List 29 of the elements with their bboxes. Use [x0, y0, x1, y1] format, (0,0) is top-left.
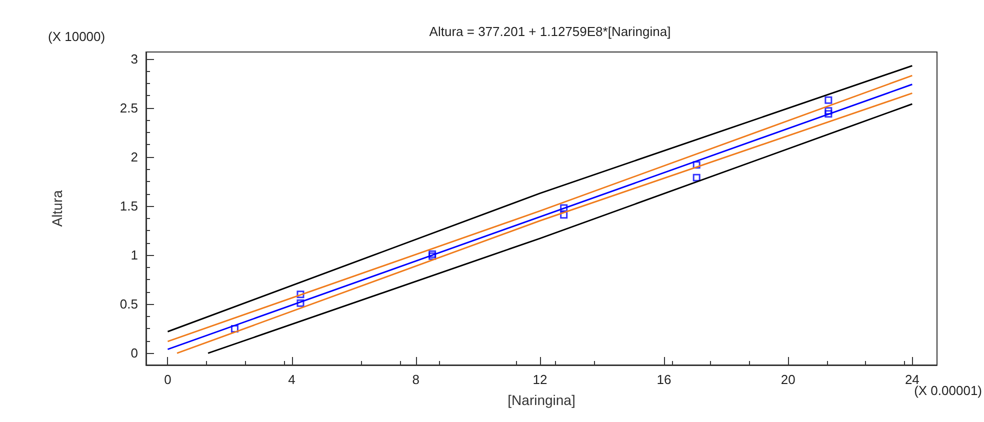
point — [824, 96, 832, 104]
x-tick-label: 12 — [532, 372, 548, 387]
y-tick-label: 1 — [130, 248, 138, 263]
point — [296, 290, 304, 298]
point — [230, 324, 238, 332]
point — [824, 110, 832, 118]
y-tick-label: 3 — [130, 51, 138, 66]
text: (X 10000) — [48, 29, 106, 44]
x-tick-label: 8 — [412, 372, 420, 387]
y-tick-label: 0.5 — [120, 296, 138, 312]
y-tick-label: 2.5 — [120, 100, 138, 116]
point — [692, 174, 700, 182]
point — [296, 299, 304, 307]
x-axis-title: [Naringina] — [508, 392, 576, 408]
y-tick-label: 2 — [130, 149, 138, 164]
x-tick-label: 20 — [780, 372, 796, 387]
x-tick-label: 0 — [164, 372, 172, 387]
point — [560, 211, 568, 219]
point — [692, 161, 700, 169]
chart-title: Altura = 377.201 + 1.12759E8*[Naringina] — [429, 24, 671, 39]
x-tick-label: 4 — [288, 372, 296, 387]
y-tick-label: 0 — [130, 346, 138, 361]
point — [560, 204, 568, 212]
point — [428, 250, 436, 258]
x-tick-label: 16 — [656, 372, 672, 387]
y-axis-title: Altura — [49, 190, 65, 227]
point — [428, 252, 436, 260]
point — [824, 107, 832, 115]
y-tick-label: 1.5 — [120, 198, 138, 214]
